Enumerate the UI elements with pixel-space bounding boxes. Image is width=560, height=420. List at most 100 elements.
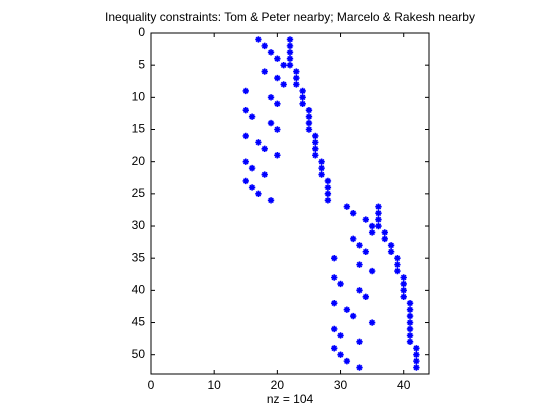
point	[324, 190, 332, 198]
point	[375, 209, 382, 217]
point	[400, 287, 407, 294]
point	[261, 145, 268, 153]
point	[299, 94, 306, 101]
point	[255, 36, 262, 43]
y-tick-label: 20	[132, 154, 146, 168]
point	[394, 254, 401, 262]
point	[267, 49, 275, 56]
plot-frame	[150, 32, 430, 375]
point	[318, 171, 325, 178]
point	[242, 132, 249, 140]
point	[274, 100, 281, 107]
point	[356, 261, 363, 268]
point	[274, 55, 281, 62]
point	[400, 293, 407, 300]
point	[312, 145, 319, 153]
point	[331, 345, 338, 352]
point	[324, 197, 332, 204]
x-tick-label: 30	[334, 378, 348, 392]
point	[413, 351, 420, 358]
point	[400, 280, 407, 288]
y-tick-label: 5	[138, 57, 145, 71]
x-tick-label: 40	[397, 378, 411, 392]
point	[280, 81, 287, 88]
point	[242, 107, 249, 114]
point	[299, 87, 306, 95]
y-tick-label: 35	[132, 250, 146, 264]
point	[255, 190, 262, 198]
point	[413, 364, 420, 371]
point	[274, 152, 281, 159]
point	[349, 209, 357, 217]
point	[293, 68, 300, 75]
point	[242, 177, 249, 185]
point	[305, 126, 313, 133]
point	[248, 184, 256, 191]
chart-title: Inequality constraints: Tom & Peter near…	[105, 10, 475, 24]
point	[293, 74, 300, 82]
x-tick-label: 0	[148, 378, 155, 392]
point	[375, 203, 382, 210]
point	[312, 139, 319, 146]
point	[324, 177, 332, 185]
point	[318, 158, 325, 165]
point	[375, 216, 382, 223]
point	[375, 222, 382, 230]
point	[337, 332, 344, 339]
point	[255, 139, 262, 146]
point	[362, 216, 370, 223]
point	[267, 94, 275, 101]
point	[394, 267, 401, 275]
y-tick-label: 45	[132, 315, 146, 329]
point	[242, 87, 249, 95]
point	[267, 197, 275, 204]
point	[343, 203, 351, 210]
point	[413, 357, 420, 365]
y-tick-label: 15	[132, 122, 146, 136]
point	[406, 300, 414, 307]
point	[356, 287, 363, 294]
point	[362, 248, 370, 255]
y-tick-label: 10	[132, 90, 146, 104]
point	[356, 242, 363, 249]
point	[248, 164, 256, 172]
point	[406, 332, 414, 339]
point	[261, 68, 268, 75]
point	[299, 100, 306, 107]
point	[305, 119, 313, 127]
y-tick-label: 30	[132, 218, 146, 232]
point	[406, 319, 414, 326]
point	[305, 113, 313, 120]
point	[337, 280, 344, 288]
point	[331, 325, 338, 333]
point	[280, 61, 287, 69]
point	[381, 229, 388, 236]
y-tick-label: 0	[138, 25, 145, 39]
x-tick-label: 20	[271, 378, 285, 392]
y-tick-label: 40	[132, 283, 146, 297]
point	[324, 184, 332, 191]
point	[368, 229, 376, 236]
point	[261, 42, 268, 50]
point	[406, 325, 414, 333]
x-tick-label: 10	[208, 378, 222, 392]
point	[381, 235, 388, 243]
point	[331, 254, 338, 262]
point	[331, 274, 338, 281]
point	[368, 222, 376, 230]
point	[286, 42, 294, 50]
point	[343, 306, 351, 313]
point	[406, 306, 414, 313]
point	[261, 171, 268, 178]
y-tick-label: 25	[132, 186, 146, 200]
point	[356, 338, 363, 346]
point	[305, 107, 313, 114]
point	[337, 351, 344, 358]
point	[312, 132, 319, 140]
point	[413, 345, 420, 352]
point	[286, 36, 294, 43]
point	[400, 274, 407, 281]
point	[349, 312, 357, 320]
